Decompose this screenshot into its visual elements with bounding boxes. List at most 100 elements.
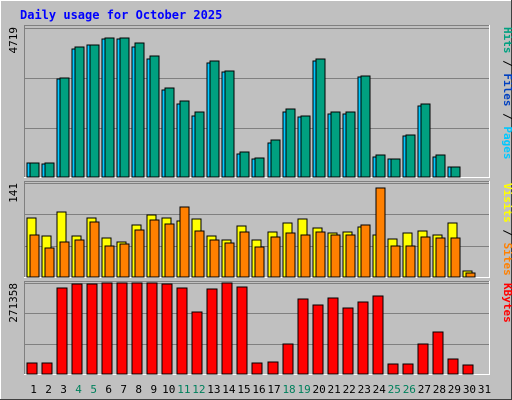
panel-top: 4719 Hits / Files / Pages [7, 25, 512, 178]
bar-sites-day-18 [285, 232, 296, 278]
x-tick-label-day-2: 2 [45, 383, 52, 396]
x-tick-label-day-29: 29 [448, 383, 461, 396]
x-tick-label-day-22: 22 [343, 383, 356, 396]
bar-files-day-4 [74, 46, 85, 178]
bar-files-day-24 [375, 154, 386, 178]
x-tick-label-day-3: 3 [60, 383, 67, 396]
right-legend-label: Visits / Sites [501, 183, 512, 276]
x-tick-label-day-8: 8 [135, 383, 142, 396]
bar-sites-day-1 [29, 234, 40, 278]
bar-sites-day-10 [164, 223, 175, 278]
panel-mid: 141 Visits / Sites [7, 181, 512, 278]
bar-files-day-25 [390, 158, 401, 178]
panel-bot: 271358 KBytes [7, 281, 512, 375]
bar-sites-day-7 [119, 243, 130, 278]
bar-files-day-17 [270, 139, 281, 178]
bar-files-day-27 [420, 103, 431, 178]
x-tick-label-day-10: 10 [162, 383, 175, 396]
y-max-label: 141 [7, 183, 20, 203]
bar-sites-day-8 [134, 229, 145, 278]
bar-files-day-3 [59, 77, 70, 178]
chart-title: Daily usage for October 2025 [20, 8, 222, 22]
bar-files-day-18 [285, 108, 296, 178]
x-tick-label-day-9: 9 [150, 383, 157, 396]
x-tick-label-day-15: 15 [237, 383, 250, 396]
bar-kbytes-day-11 [176, 287, 188, 375]
bar-sites-day-24 [375, 187, 386, 278]
legend-part: / [501, 54, 512, 74]
bar-files-day-10 [164, 87, 175, 178]
bar-kbytes-day-7 [116, 282, 128, 375]
bar-files-day-5 [89, 44, 100, 178]
bar-kbytes-day-30 [462, 364, 474, 375]
bar-sites-day-9 [149, 219, 160, 278]
bar-sites-day-20 [315, 231, 326, 278]
legend-part: / [501, 107, 512, 127]
bar-kbytes-day-14 [221, 282, 233, 375]
legend-part: Files [501, 73, 512, 106]
bar-sites-day-27 [420, 236, 431, 278]
y-max-label: 271358 [7, 283, 20, 323]
bar-files-day-23 [360, 75, 371, 178]
x-tick-label-day-31: 31 [478, 383, 491, 396]
bar-sites-day-22 [345, 234, 356, 278]
bar-files-day-9 [149, 55, 160, 178]
bar-sites-day-5 [89, 221, 100, 278]
chart-panels: 4719 Hits / Files / Pages 141 Visits / Site… [7, 25, 512, 375]
bar-kbytes-day-25 [387, 363, 399, 375]
bar-sites-day-29 [450, 237, 461, 278]
x-tick-label-day-12: 12 [192, 383, 205, 396]
bar-kbytes-day-4 [71, 283, 83, 375]
bar-sites-day-3 [59, 241, 70, 278]
legend-part: Sites [501, 243, 512, 276]
x-tick-label-day-21: 21 [328, 383, 341, 396]
x-tick-label-day-17: 17 [267, 383, 280, 396]
x-tick-label-day-6: 6 [105, 383, 112, 396]
bar-kbytes-day-18 [282, 343, 294, 375]
right-legend-label: KBytes [501, 283, 512, 323]
x-tick-label-day-24: 24 [373, 383, 387, 396]
x-tick-label-day-13: 13 [207, 383, 220, 396]
bar-files-day-29 [450, 166, 461, 178]
bar-kbytes-day-12 [191, 311, 203, 375]
legend-part: Hits [501, 27, 512, 54]
x-tick-label-day-11: 11 [177, 383, 190, 396]
bar-kbytes-day-28 [432, 331, 444, 375]
bar-kbytes-day-17 [267, 361, 279, 375]
x-tick-label-day-14: 14 [222, 383, 236, 396]
x-tick-label-day-19: 19 [297, 383, 310, 396]
bar-files-day-11 [179, 100, 190, 178]
bar-kbytes-day-29 [447, 358, 459, 375]
bar-kbytes-day-15 [236, 286, 248, 375]
bar-sites-day-2 [44, 247, 55, 278]
bar-kbytes-day-2 [41, 362, 53, 375]
bar-files-day-16 [254, 157, 265, 178]
bar-sites-day-16 [254, 246, 265, 278]
bar-files-day-14 [224, 70, 235, 178]
x-tick-label-day-5: 5 [90, 383, 97, 396]
bar-sites-day-28 [435, 237, 446, 278]
bar-files-day-21 [330, 111, 341, 178]
bar-files-day-13 [209, 60, 220, 178]
bar-sites-day-21 [330, 234, 341, 278]
x-tick-label-day-20: 20 [313, 383, 326, 396]
bar-kbytes-day-5 [86, 283, 98, 375]
bar-kbytes-day-24 [372, 295, 384, 375]
bar-kbytes-day-19 [297, 298, 309, 375]
legend-part: Pages [501, 126, 512, 159]
x-tick-label-day-27: 27 [418, 383, 431, 396]
bar-files-day-8 [134, 42, 145, 178]
bar-files-day-1 [29, 162, 40, 178]
legend-part: / [501, 223, 512, 243]
x-tick-label-day-16: 16 [252, 383, 265, 396]
x-tick-label-day-28: 28 [433, 383, 446, 396]
x-tick-label-day-26: 26 [403, 383, 416, 396]
bar-kbytes-day-8 [131, 282, 143, 375]
bar-sites-day-14 [224, 242, 235, 278]
bar-sites-day-30 [465, 272, 476, 278]
y-max-label: 4719 [7, 27, 20, 54]
bar-files-day-19 [300, 115, 311, 178]
bar-kbytes-day-10 [161, 283, 173, 375]
